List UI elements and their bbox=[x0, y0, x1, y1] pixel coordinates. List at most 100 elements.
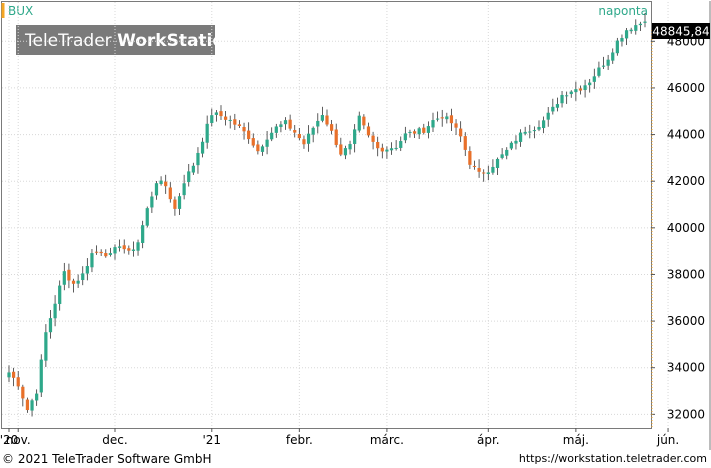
candle-down bbox=[362, 116, 366, 126]
candle-down bbox=[468, 151, 472, 165]
price-chart: BUX naponta TeleTrader WorkStation 32000… bbox=[0, 1, 711, 450]
candle-up bbox=[53, 303, 57, 319]
x-tick-label: febr. bbox=[286, 433, 313, 447]
candle-up bbox=[62, 271, 66, 285]
candle-up bbox=[532, 130, 537, 132]
candle-down bbox=[440, 117, 444, 119]
candle-up bbox=[606, 59, 610, 66]
candle-up bbox=[196, 152, 200, 166]
candle-down bbox=[334, 129, 338, 145]
candle-up bbox=[408, 131, 412, 133]
candle-up bbox=[353, 129, 357, 144]
candle-up bbox=[270, 132, 274, 140]
candle-up bbox=[306, 133, 311, 144]
candle-up bbox=[541, 120, 546, 129]
candle-up bbox=[597, 67, 601, 76]
candle-up bbox=[555, 104, 560, 108]
candle-up bbox=[394, 147, 398, 149]
candle-up bbox=[113, 247, 117, 254]
candle-up bbox=[588, 82, 592, 86]
candle-up bbox=[445, 116, 449, 120]
candle-up bbox=[509, 142, 513, 149]
candle-up bbox=[311, 127, 315, 135]
candle-down bbox=[251, 138, 255, 146]
candle-down bbox=[233, 119, 237, 125]
candle-down bbox=[122, 245, 126, 250]
last-price-badge-background bbox=[652, 23, 710, 39]
candle-down bbox=[21, 386, 25, 399]
candle-up bbox=[403, 133, 407, 141]
watermark-logo: TeleTrader WorkStation bbox=[16, 25, 236, 55]
candle-up bbox=[357, 115, 361, 131]
candle-up bbox=[389, 148, 394, 151]
candle-up bbox=[518, 132, 523, 142]
candle-up bbox=[620, 37, 624, 42]
candlestick-series bbox=[7, 13, 647, 417]
candle-up bbox=[565, 95, 569, 97]
candle-up bbox=[136, 242, 140, 251]
x-tick-label: '20 bbox=[0, 433, 18, 447]
interval-label[interactable]: naponta bbox=[598, 4, 648, 18]
candle-up bbox=[634, 25, 638, 31]
candle-up bbox=[131, 249, 136, 251]
y-tick-label: 34000 bbox=[667, 361, 705, 375]
candle-down bbox=[412, 131, 417, 134]
candle-down bbox=[219, 111, 223, 117]
candle-down bbox=[168, 187, 172, 200]
symbol-label[interactable]: BUX bbox=[8, 4, 33, 18]
candle-up bbox=[35, 393, 39, 401]
x-tick-label: máj. bbox=[563, 433, 589, 447]
y-tick-label: 40000 bbox=[667, 221, 705, 235]
candle-down bbox=[422, 127, 426, 133]
candle-up bbox=[343, 148, 348, 156]
candle-down bbox=[329, 124, 334, 131]
candle-up bbox=[58, 285, 62, 304]
candle-up bbox=[491, 166, 495, 173]
y-tick-label: 32000 bbox=[667, 407, 705, 421]
candle-up bbox=[260, 146, 265, 152]
candle-up bbox=[495, 158, 500, 168]
candle-down bbox=[371, 135, 375, 142]
candle-down bbox=[376, 141, 380, 149]
chart-frame: BUX naponta TeleTrader WorkStation 32000… bbox=[0, 1, 711, 450]
candle-down bbox=[578, 88, 583, 91]
candle-up bbox=[500, 154, 504, 158]
candle-down bbox=[325, 115, 329, 125]
candle-up bbox=[505, 149, 509, 156]
candle-up bbox=[638, 23, 643, 26]
candle-down bbox=[104, 253, 108, 257]
candle-up bbox=[316, 120, 320, 127]
y-tick-label: 44000 bbox=[667, 128, 705, 142]
watermark-text: TeleTrader WorkStation bbox=[24, 31, 236, 51]
candle-down bbox=[237, 124, 242, 126]
candle-down bbox=[247, 130, 251, 140]
candle-up bbox=[551, 106, 555, 112]
candle-up bbox=[523, 131, 527, 134]
candle-down bbox=[16, 377, 20, 387]
candle-up bbox=[30, 400, 34, 411]
candle-up bbox=[274, 126, 278, 133]
candle-up bbox=[145, 208, 149, 226]
candle-up bbox=[629, 29, 633, 32]
gridlines bbox=[2, 2, 669, 428]
last-price-value: 48845,84 bbox=[652, 25, 709, 39]
candle-down bbox=[99, 251, 103, 254]
candle-up bbox=[283, 120, 288, 125]
candle-up bbox=[90, 253, 94, 268]
candle-up bbox=[187, 171, 191, 183]
candle-down bbox=[173, 199, 177, 209]
plot-area bbox=[1, 1, 652, 429]
candle-up bbox=[624, 30, 629, 39]
footer-url[interactable]: https://workstation.teletrader.com bbox=[518, 452, 707, 465]
candle-up bbox=[141, 225, 145, 243]
candle-down bbox=[242, 127, 246, 132]
y-axis: 32000 34000 36000 38000 40000 42000 44000 46000… bbox=[651, 1, 711, 450]
footer-copyright: © 2021 TeleTrader Software GmbH bbox=[2, 452, 212, 466]
x-tick-label: márc. bbox=[370, 433, 404, 447]
candle-up bbox=[150, 196, 154, 208]
candle-up bbox=[537, 126, 541, 130]
candle-up bbox=[182, 183, 186, 196]
y-tick-label: 42000 bbox=[667, 174, 705, 188]
candle-up bbox=[643, 21, 647, 23]
